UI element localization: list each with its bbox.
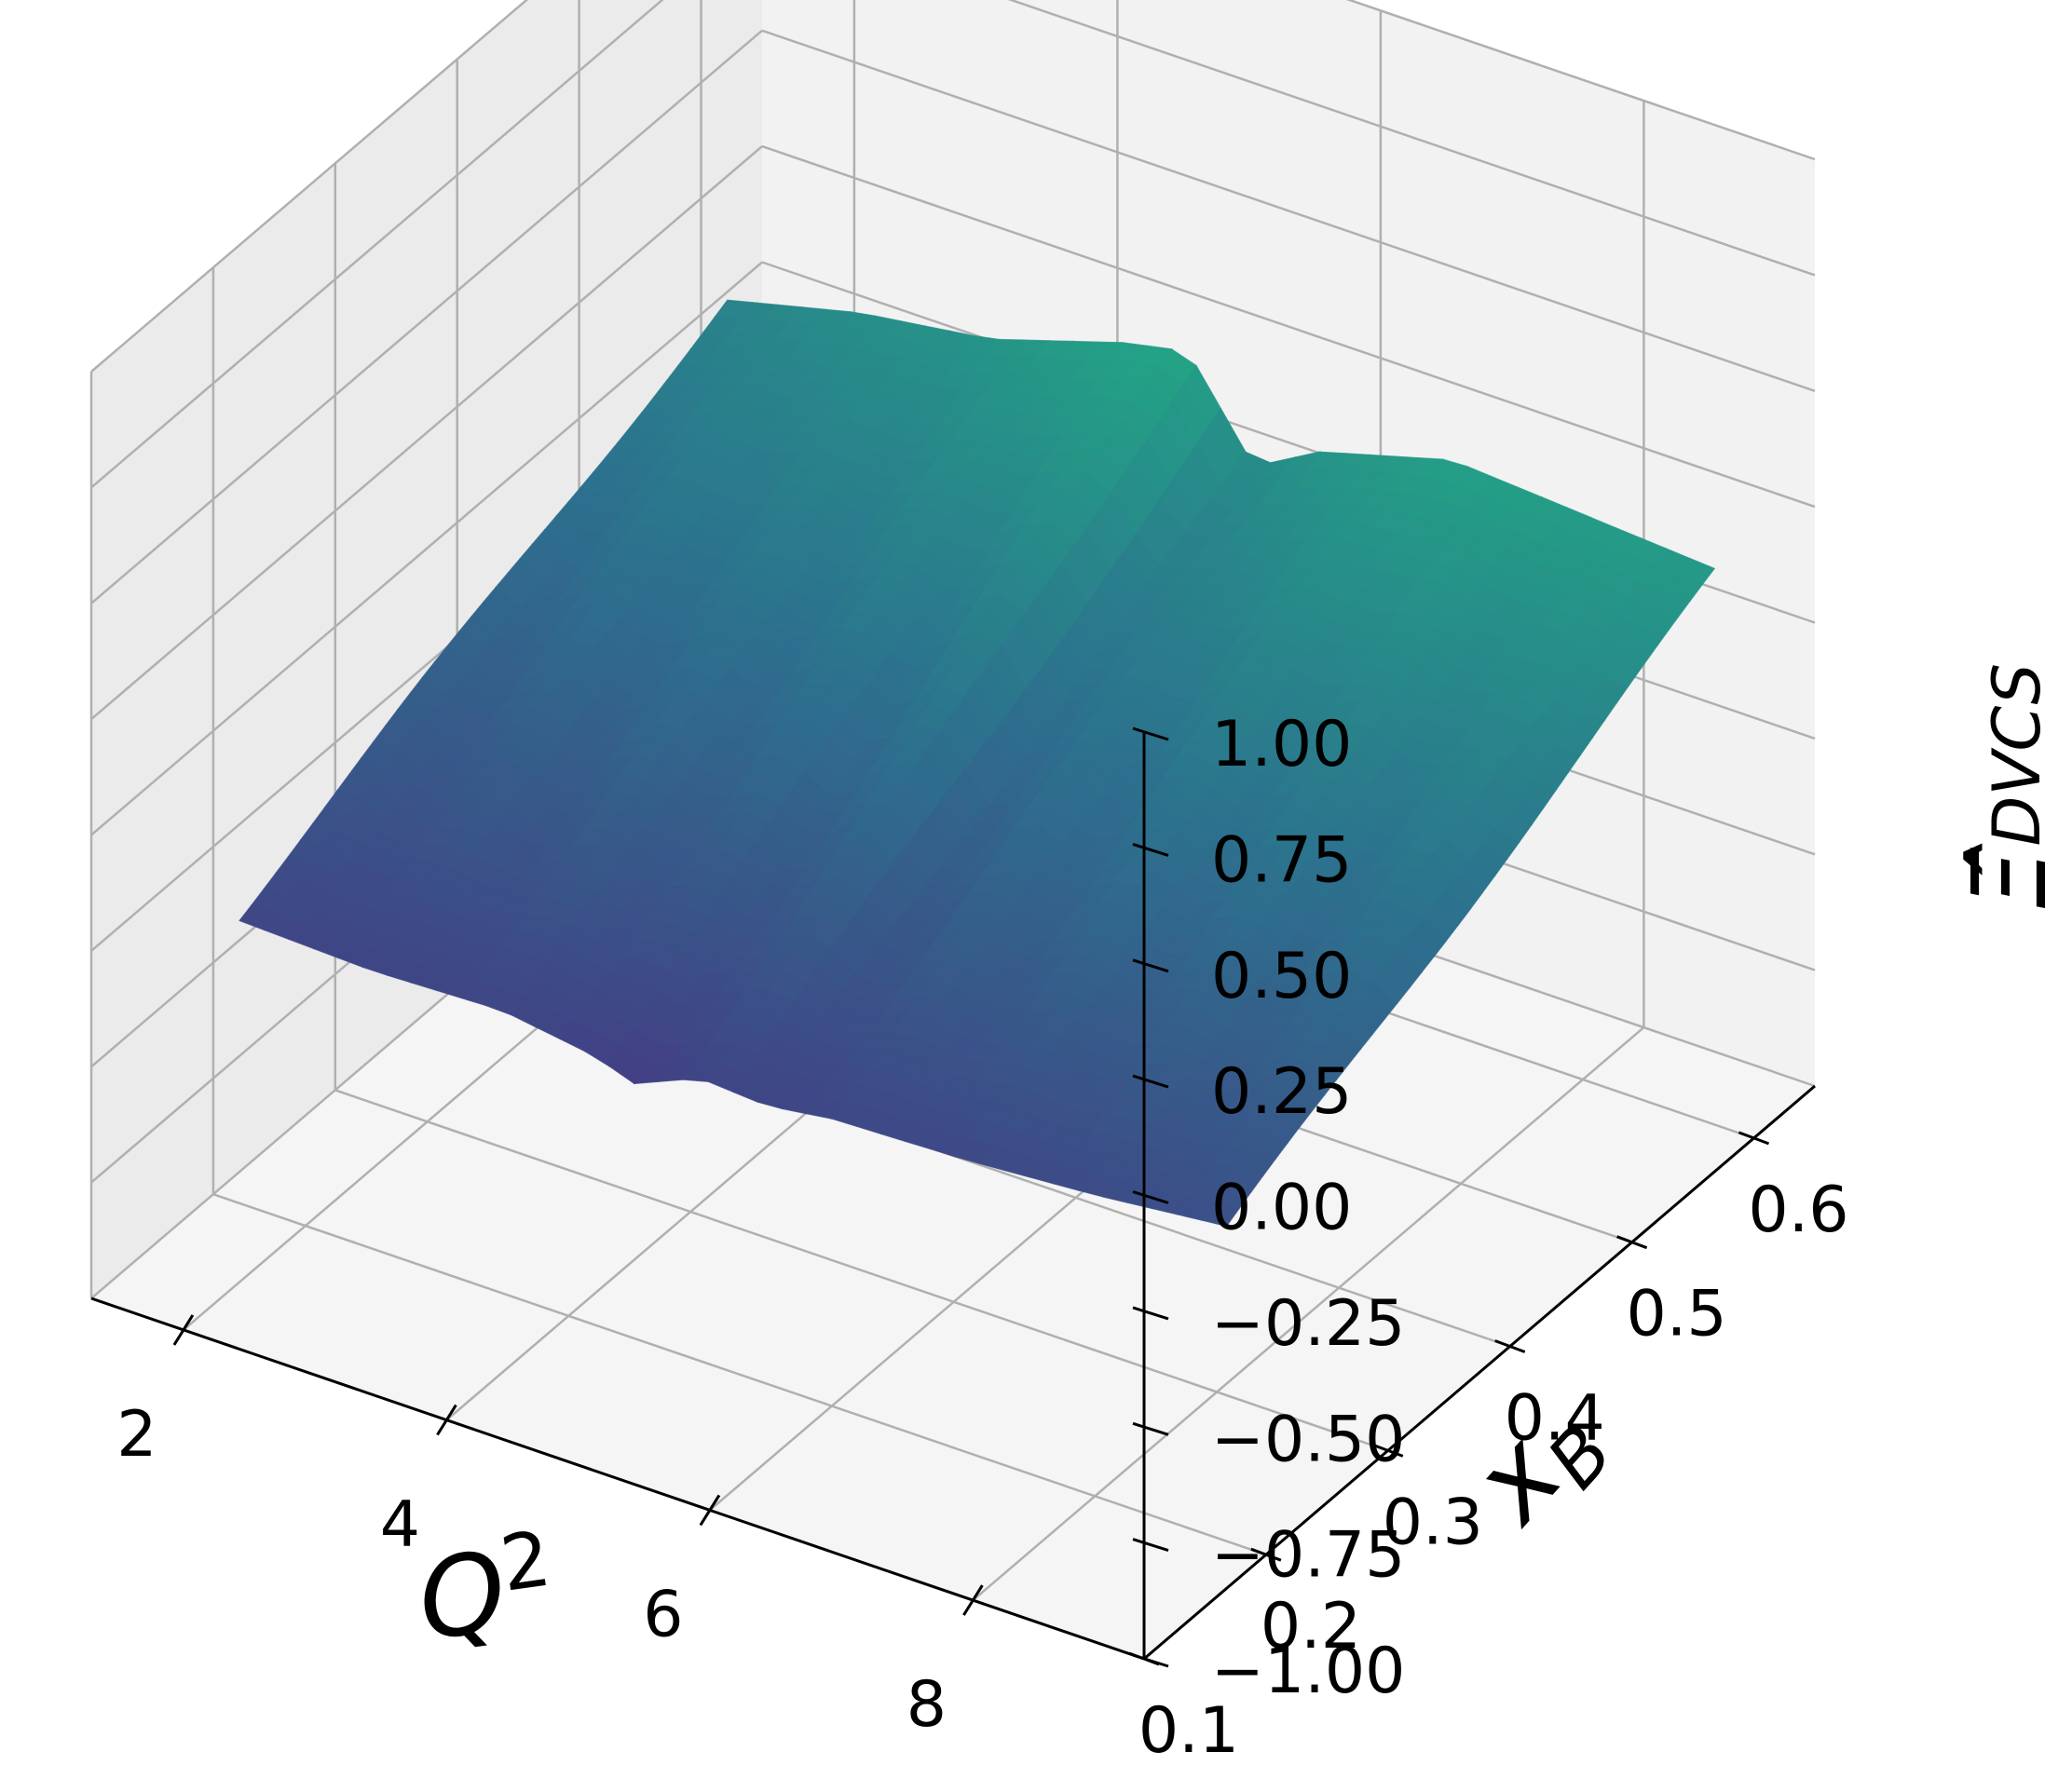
z-tick-label: 0.00: [1211, 1172, 1352, 1245]
y-tick-label: 0.2: [1261, 1590, 1361, 1663]
left-pane: [91, 0, 762, 1298]
z-tick: [1132, 958, 1169, 973]
z-tick: [1132, 1306, 1169, 1321]
z-tick-label: 0.50: [1211, 940, 1352, 1013]
x-axis-title: Q2: [410, 1514, 563, 1665]
x-tick-label: 8: [906, 1668, 947, 1742]
grid-line-z-left: [90, 145, 763, 721]
y-tick-label: 0.4: [1505, 1382, 1605, 1456]
z-tick: [1132, 1190, 1169, 1204]
grid-line-z-left: [90, 261, 763, 836]
z-tick: [1132, 726, 1169, 741]
z-tick-label: 1.00: [1211, 708, 1352, 781]
z-tick: [1132, 1653, 1169, 1668]
y-tick: [1250, 1547, 1282, 1562]
x-tick: [962, 1584, 984, 1616]
z-tick: [1132, 1074, 1169, 1089]
tick-marks: [172, 726, 1770, 1668]
grid-line-y-floor: [334, 1089, 1389, 1452]
x-axis-line: [90, 1297, 1145, 1661]
y-tick-label: 0.3: [1383, 1486, 1483, 1559]
z-tick: [1132, 1421, 1169, 1436]
grid-line-y-floor: [212, 1193, 1267, 1556]
y-tick: [1616, 1235, 1648, 1250]
x-tick-label: 6: [643, 1578, 683, 1651]
z-tick: [1132, 842, 1169, 857]
svg-text:Ξ̂DVCS: Ξ̂DVCS: [1950, 663, 2069, 911]
grid-line-x-floor: [972, 1026, 1645, 1602]
x-tick: [172, 1314, 195, 1346]
surface-facet: [1201, 1202, 1240, 1228]
z-tick-label: 0.25: [1211, 1055, 1352, 1129]
y-tick-label: 0.6: [1748, 1174, 1848, 1247]
z-tick-label: −1.00: [1211, 1635, 1405, 1708]
x-tick-label: 4: [380, 1488, 420, 1562]
y-tick-label: 0.1: [1138, 1694, 1239, 1765]
z-tick-label: −0.25: [1211, 1287, 1405, 1361]
surface-mesh: [239, 299, 1716, 1228]
y-tick: [1372, 1443, 1404, 1458]
y-axis-line: [1143, 1084, 1816, 1661]
tick-labels: 2 4 6 8 0.1 0.2 0.3 0.4 0.5 0.6 −1.00 −0.75 −0.50 −0.…: [116, 708, 1848, 1765]
grid-line-z-back: [1007, 0, 1816, 277]
grid-line-z-left: [90, 0, 529, 373]
z-tick: [1132, 1538, 1169, 1553]
z-tick-label: −0.75: [1211, 1519, 1405, 1593]
z-axis-title: Ξ̂DVCS: [1950, 663, 2069, 911]
y-tick: [1738, 1131, 1770, 1146]
grid-line-z-left: [90, 29, 763, 604]
x-tick-label: 2: [116, 1398, 157, 1472]
x-tick: [436, 1404, 457, 1436]
grid-line-z-left: [90, 0, 664, 489]
y-tick: [1494, 1339, 1526, 1353]
grid-line-z-back: [761, 29, 1816, 392]
y-tick-label: 0.5: [1627, 1278, 1727, 1351]
z-tick-label: −0.50: [1211, 1403, 1405, 1476]
x-tick: [699, 1494, 721, 1527]
grid-line-z-back: [761, 144, 1816, 509]
grid-line-z-back: [1345, 0, 1816, 161]
z-tick-label: 0.75: [1211, 823, 1352, 897]
